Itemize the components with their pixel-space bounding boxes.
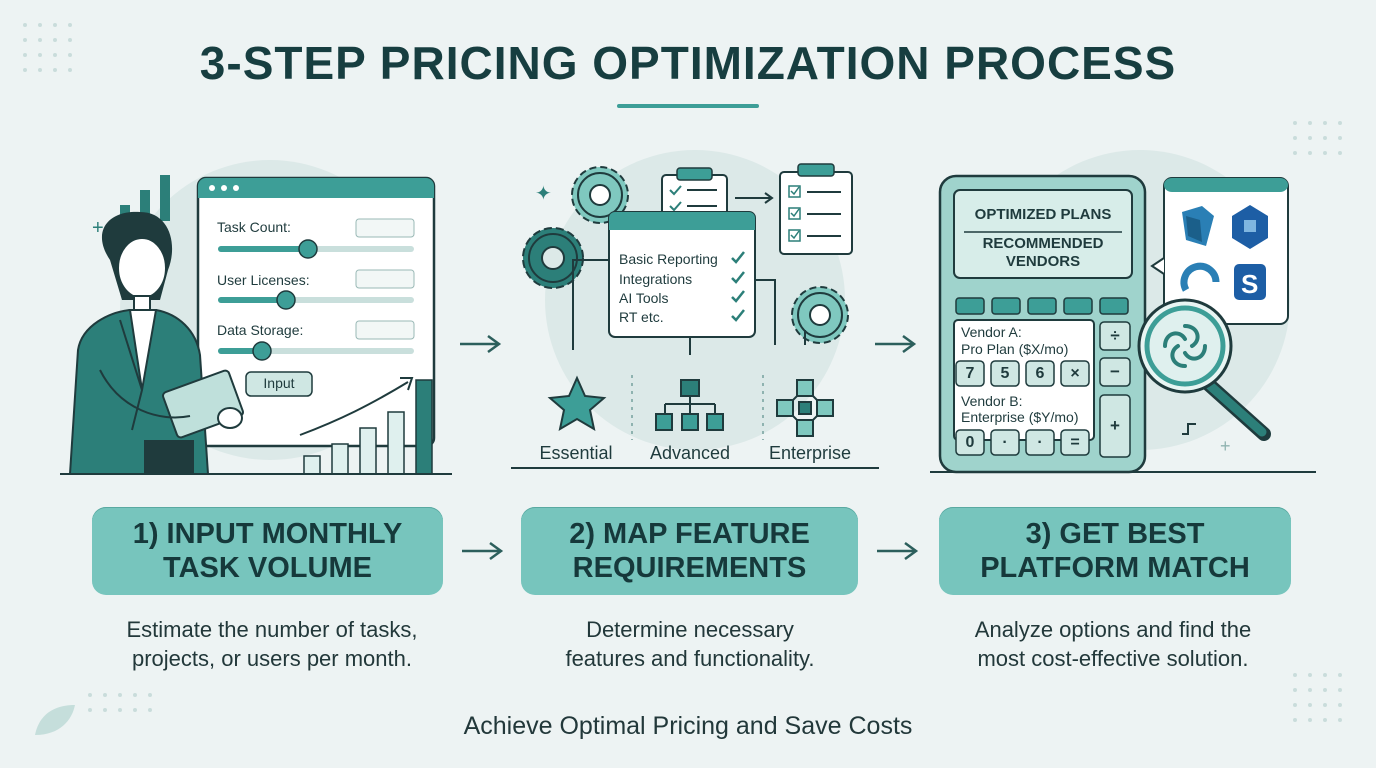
key-divide[interactable]: ÷ — [1110, 326, 1120, 345]
illustration-input-volume: + — [60, 160, 452, 475]
step-3-title-line1: 3) GET BEST — [1025, 518, 1205, 550]
step-2-desc-line2: features and functionality. — [565, 646, 815, 671]
decorative-dots — [1293, 673, 1342, 722]
vendor-b-name: Vendor B: — [961, 393, 1023, 409]
step-3-title-line2: PLATFORM MATCH — [980, 552, 1250, 584]
key-0[interactable]: 0 — [965, 434, 975, 451]
title-underline — [617, 104, 759, 108]
arrow-right-icon — [875, 334, 917, 354]
step-1-description: Estimate the number of tasks, projects, … — [72, 615, 472, 673]
vendor-logo-icon — [1180, 262, 1220, 292]
step-2-description: Determine necessary features and functio… — [490, 615, 890, 673]
step-1-title-line2: TASK VOLUME — [163, 552, 372, 584]
svg-text:S: S — [1241, 269, 1258, 299]
page-title: 3-STEP PRICING OPTIMIZATION PROCESS — [199, 37, 1177, 89]
vendor-logo-icon — [1182, 206, 1214, 246]
magnifier-icon — [1137, 298, 1271, 441]
input-button[interactable]: Input — [263, 375, 295, 391]
arrow-right-icon — [462, 541, 504, 561]
decorative-dots — [1293, 121, 1342, 155]
tier-essential: Essential — [539, 443, 613, 463]
gear-icon — [571, 166, 629, 224]
vendor-a-name: Vendor A: — [961, 324, 1022, 340]
step-2-box: 2) MAP FEATURE REQUIREMENTS — [521, 507, 858, 595]
key-minus[interactable]: − — [1110, 362, 1120, 381]
vendor-a-plan: Pro Plan ($X/mo) — [961, 341, 1069, 357]
feature-integrations: Integrations — [619, 271, 693, 287]
key-7[interactable]: 7 — [965, 365, 975, 382]
illustration-feature-map: ✦ — [511, 150, 879, 469]
feature-ai-tools: AI Tools — [619, 290, 669, 306]
step-3-box: 3) GET BEST PLATFORM MATCH — [939, 507, 1291, 595]
vendor-logo-icon — [1232, 205, 1268, 249]
step-1-desc-line2: projects, or users per month. — [131, 646, 412, 671]
svg-text:+: + — [92, 217, 104, 239]
decorative-dots — [88, 693, 152, 712]
decorative-dots — [23, 23, 72, 72]
screen-vendors: VENDORS — [1005, 253, 1081, 270]
tier-enterprise: Enterprise — [768, 443, 852, 463]
key-dot[interactable]: · — [1002, 434, 1008, 451]
screen-recommended: RECOMMENDED — [982, 235, 1104, 252]
feature-basic-reporting: Basic Reporting — [619, 251, 718, 267]
arrow-right-icon — [460, 334, 502, 354]
illustration-platform-match: S + — [930, 150, 1316, 474]
screen-optimized-plans: OPTIMIZED PLANS — [974, 206, 1112, 223]
svg-text:✦: ✦ — [535, 183, 552, 205]
step-3-description: Analyze options and find the most cost-e… — [913, 615, 1313, 673]
leaf-icon — [35, 705, 75, 735]
key-5[interactable]: 5 — [1000, 365, 1010, 382]
arrow-right-icon — [877, 541, 919, 561]
step-3-desc-line1: Analyze options and find the — [974, 617, 1252, 642]
tier-advanced: Advanced — [649, 443, 731, 463]
feature-rt-etc: RT etc. — [619, 309, 664, 325]
step-2-title-line1: 2) MAP FEATURE — [569, 518, 810, 550]
key-6[interactable]: 6 — [1035, 365, 1045, 382]
step-1-box: 1) INPUT MONTHLY TASK VOLUME — [92, 507, 443, 595]
step-1-desc-line1: Estimate the number of tasks, — [126, 617, 418, 642]
user-licenses-label: User Licenses: — [217, 272, 310, 288]
data-storage-label: Data Storage: — [217, 322, 304, 338]
key-plus[interactable]: + — [1110, 416, 1120, 435]
step-2-title-line2: REQUIREMENTS — [572, 552, 807, 584]
step-1-title-line1: 1) INPUT MONTHLY — [132, 518, 403, 550]
key-multiply[interactable]: × — [1070, 365, 1080, 382]
svg-text:+: + — [1220, 436, 1231, 456]
task-count-label: Task Count: — [217, 219, 291, 235]
vendor-logo-icon: S — [1234, 264, 1266, 300]
step-3-desc-line2: most cost-effective solution. — [977, 646, 1249, 671]
vendor-b-plan: Enterprise ($Y/mo) — [961, 409, 1079, 425]
step-2-desc-line1: Determine necessary — [586, 617, 794, 642]
footer-tagline: Achieve Optimal Pricing and Save Costs — [463, 712, 913, 740]
key-dot-2[interactable]: · — [1037, 434, 1043, 451]
key-equals[interactable]: = — [1070, 434, 1080, 451]
